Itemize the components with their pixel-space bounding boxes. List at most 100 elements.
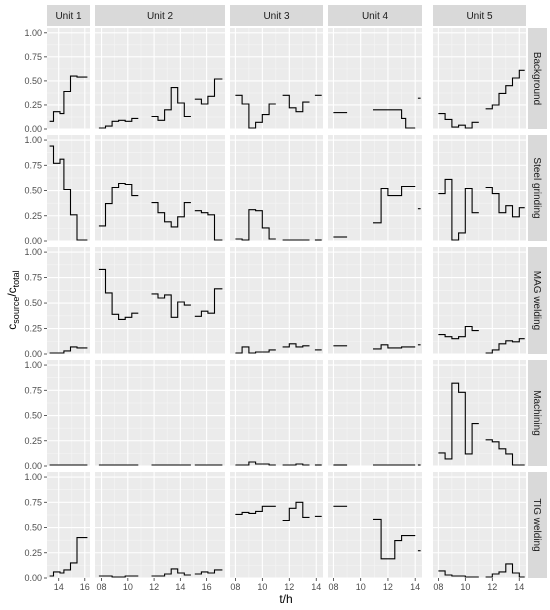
series-step-line xyxy=(373,109,416,129)
x-axis-title: t/h xyxy=(279,592,292,606)
y-tick-label: 0.50 xyxy=(24,186,42,196)
series-step-line xyxy=(485,69,525,110)
panel xyxy=(47,28,90,130)
series-step-line xyxy=(282,501,310,522)
y-axis-title: csource/ctotal xyxy=(5,270,21,329)
panel-background xyxy=(433,135,526,241)
panel xyxy=(230,28,323,130)
series-step-line xyxy=(98,117,139,129)
series-step-line xyxy=(235,346,276,354)
y-tick-label: 0.50 xyxy=(24,411,42,421)
series-step-line xyxy=(194,78,223,105)
column-strip-label: Unit 5 xyxy=(466,11,493,22)
y-tick-label: 1.00 xyxy=(24,135,42,145)
series-step-line xyxy=(49,75,88,122)
series-step-line xyxy=(151,87,191,121)
x-tick-label: 10 xyxy=(123,582,133,592)
panel xyxy=(47,247,90,355)
x-tick-label: 10 xyxy=(356,582,366,592)
panel xyxy=(433,472,526,579)
panel-background xyxy=(328,135,422,241)
panel-background xyxy=(230,28,323,129)
y-tick-label: 0.75 xyxy=(24,497,42,507)
series-step-line xyxy=(438,325,479,340)
panel xyxy=(95,28,225,130)
series-step-line xyxy=(194,288,223,317)
series-step-line xyxy=(151,568,191,577)
column-strip xyxy=(47,5,90,26)
x-tick-label: 12 xyxy=(149,582,159,592)
panel-background xyxy=(47,360,90,466)
series-step-line xyxy=(194,569,223,575)
panel xyxy=(328,247,422,355)
panel xyxy=(95,247,225,355)
panel-background xyxy=(230,472,323,578)
series-step-line xyxy=(151,202,191,228)
series-step-line xyxy=(373,185,416,224)
panel xyxy=(47,135,90,242)
x-tick-label: 14 xyxy=(410,582,420,592)
y-tick-label: 0.75 xyxy=(24,385,42,395)
series-step-line xyxy=(282,463,310,466)
row-strip xyxy=(528,472,547,578)
x-tick-label: 12 xyxy=(383,582,393,592)
y-tick-label: 0.50 xyxy=(24,523,42,533)
column-strip xyxy=(230,5,323,26)
series-step-line xyxy=(485,439,525,466)
panel xyxy=(328,28,422,130)
row-strip xyxy=(528,28,547,129)
panel-background xyxy=(433,247,526,354)
series-step-line xyxy=(282,94,310,113)
panel xyxy=(95,472,225,579)
series-step-line xyxy=(98,575,139,578)
series-step-line xyxy=(485,338,525,354)
series-step-line xyxy=(235,94,276,129)
column-strip-label: Unit 4 xyxy=(362,11,389,22)
series-step-line xyxy=(194,210,223,241)
panel xyxy=(230,247,323,355)
y-tick-label: 0.25 xyxy=(24,324,42,334)
column-strip xyxy=(328,5,422,26)
row-strip-label: MAG welding xyxy=(531,271,542,330)
panel xyxy=(328,472,422,579)
y-tick-label: 0.00 xyxy=(24,124,42,134)
panel-background xyxy=(433,472,526,578)
y-tick-label: 0.25 xyxy=(24,211,42,221)
y-tick-label: 0.00 xyxy=(24,461,42,471)
y-tick-label: 0.50 xyxy=(24,298,42,308)
y-tick-label: 1.00 xyxy=(24,472,42,482)
row-strip xyxy=(528,360,547,466)
strips-layer: Unit 1 Unit 2 Unit 3 Unit 4 Unit 5 Background… xyxy=(47,5,547,578)
x-tick-label: 14 xyxy=(311,582,321,592)
series-step-line xyxy=(438,178,479,241)
series-step-line xyxy=(98,182,139,227)
panel-background xyxy=(230,135,323,241)
panel xyxy=(433,135,526,242)
column-strip-label: Unit 1 xyxy=(55,11,82,22)
panel xyxy=(47,360,90,467)
x-tick-label: 08 xyxy=(433,582,443,592)
series-step-line xyxy=(235,461,276,466)
series-step-line xyxy=(485,563,525,578)
panel xyxy=(230,360,323,467)
x-tick-label: 16 xyxy=(202,582,212,592)
row-strip-label: Machining xyxy=(531,390,542,436)
x-tick-label: 10 xyxy=(257,582,267,592)
y-tick-label: 0.75 xyxy=(24,52,42,62)
panel xyxy=(230,472,323,579)
series-step-line xyxy=(485,186,525,218)
panel xyxy=(433,28,526,130)
y-tick-label: 1.00 xyxy=(24,28,42,38)
panel-background xyxy=(328,28,422,129)
x-tick-label: 12 xyxy=(284,582,294,592)
series-step-line xyxy=(49,346,88,354)
y-tick-label: 0.75 xyxy=(24,273,42,283)
y-tick-label: 0.00 xyxy=(24,573,42,583)
panel-background xyxy=(230,247,323,354)
row-strip-label: Steel grinding xyxy=(531,157,542,218)
series-step-line xyxy=(282,343,310,348)
panel-background xyxy=(328,472,422,578)
series-step-line xyxy=(438,113,479,129)
column-strip xyxy=(95,5,225,26)
y-tick-label: 0.00 xyxy=(24,236,42,246)
